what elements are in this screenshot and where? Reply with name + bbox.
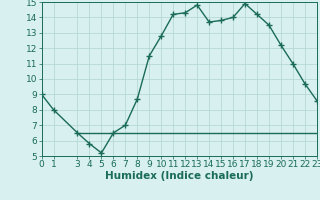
X-axis label: Humidex (Indice chaleur): Humidex (Indice chaleur) <box>105 171 253 181</box>
